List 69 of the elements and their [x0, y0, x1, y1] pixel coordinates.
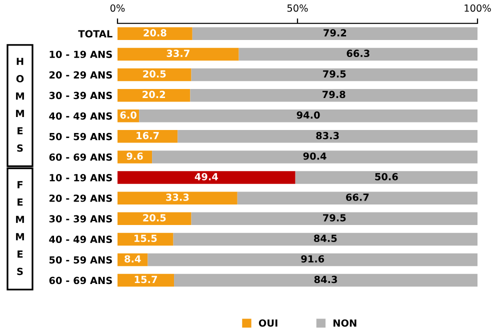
y-tick-label: 30 - 39 ANS: [49, 215, 112, 222]
bar: [191, 212, 478, 226]
bar: [238, 48, 478, 61]
data-label: 94.0: [296, 111, 320, 119]
bar: [237, 192, 478, 204]
bar: [173, 232, 478, 246]
bar: [192, 27, 478, 40]
y-tick-label: 50 - 59 ANS: [49, 132, 112, 140]
legend-label: OUI: [258, 319, 278, 327]
data-label: 33.3: [166, 194, 189, 201]
data-label: 20.5: [143, 70, 166, 78]
y-tick-label: 10 - 19 ANS: [50, 50, 112, 58]
data-label: 15.7: [134, 276, 157, 284]
data-label: 84.5: [314, 234, 337, 242]
x-tick-label: 0%: [110, 4, 125, 12]
y-tick-label: 60 - 69 ANS: [49, 153, 112, 161]
bar: [118, 68, 192, 82]
legend-label: NON: [334, 319, 356, 327]
y-tick-label: TOTAL: [78, 30, 112, 38]
bar: [118, 274, 174, 287]
bar: [190, 88, 478, 102]
data-label: 79.2: [324, 29, 346, 36]
bar: [118, 88, 190, 102]
data-label: 20.8: [144, 29, 166, 36]
y-tick-label: 40 - 49 ANS: [49, 236, 112, 244]
bar: [118, 150, 152, 164]
bar: [118, 48, 239, 61]
text: FEMMES: [16, 181, 24, 276]
bar: [148, 253, 478, 266]
data-label: 20.2: [142, 90, 166, 98]
x-tick-label: 50%: [287, 4, 308, 12]
data-label: 20.5: [143, 214, 166, 222]
data-label: 79.8: [322, 90, 346, 98]
y-tick-label: 30 - 39 ANS: [49, 92, 112, 100]
y-tick-label: 60 - 69 ANS: [49, 276, 112, 284]
data-label: 50.6: [375, 173, 398, 180]
bar: [295, 171, 478, 184]
bar: [118, 130, 178, 143]
y-tick-label: 50 - 59 ANS: [49, 256, 112, 264]
bar: [118, 212, 192, 226]
y-tick-label: 20 - 29 ANS: [50, 71, 112, 79]
x-tick-label: 100%: [464, 4, 491, 12]
bar: [174, 274, 478, 287]
data-label: 49.4: [194, 173, 218, 180]
y-tick-label: 10 - 19 ANS: [50, 174, 112, 182]
data-label: 83.3: [316, 132, 339, 140]
data-label: 16.7: [136, 132, 159, 140]
data-label: 79.5: [323, 214, 346, 222]
data-label: 15.5: [134, 234, 157, 242]
data-label: 90.4: [303, 152, 326, 160]
y-tick-label: 40 - 49 ANS: [49, 112, 112, 120]
data-label: 9.6: [126, 152, 143, 160]
bar: [118, 171, 296, 184]
bar: [118, 27, 192, 40]
data-label: 79.5: [323, 70, 346, 78]
y-tick-label: 20 - 29 ANS: [50, 194, 112, 202]
bar: [178, 130, 478, 143]
bar: [152, 150, 478, 164]
data-label: 8.4: [124, 255, 141, 263]
bar: [139, 110, 478, 122]
data-label: 33.7: [166, 50, 190, 58]
data-label: 66.7: [346, 194, 369, 201]
data-label: 6.0: [120, 111, 136, 119]
text: HOMMES: [16, 58, 24, 152]
data-label: 91.6: [301, 255, 324, 263]
bar: [118, 192, 238, 204]
bar: [191, 68, 478, 82]
data-label: 66.3: [346, 50, 370, 58]
data-label: 84.3: [314, 276, 337, 284]
